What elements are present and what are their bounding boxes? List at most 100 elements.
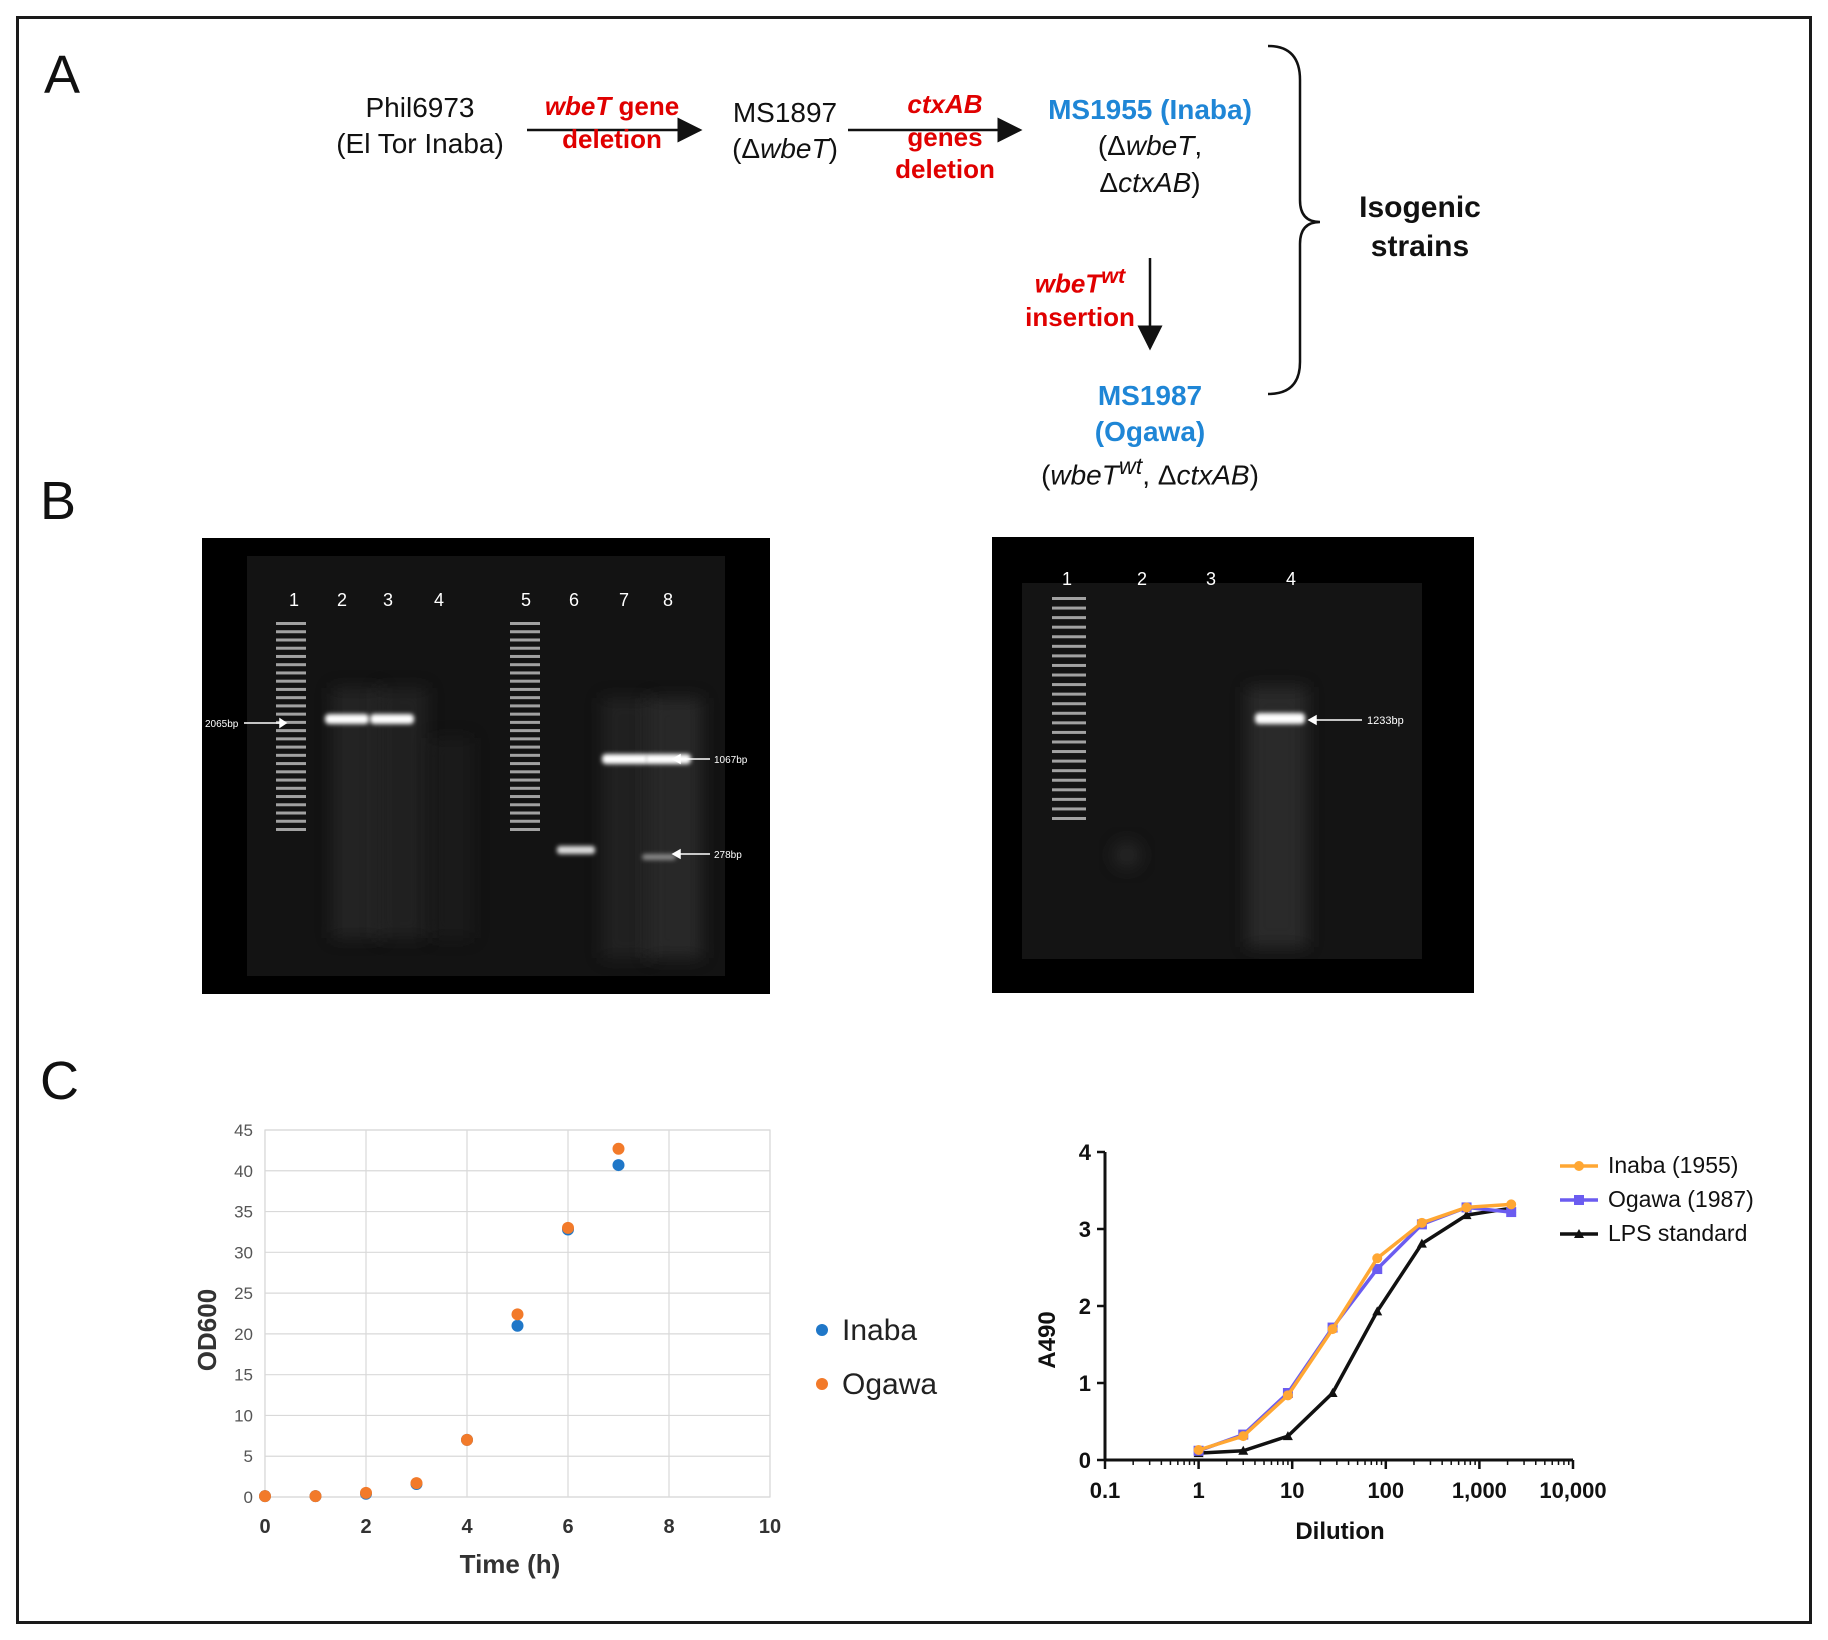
step-ctxAB-deletion: ctxAB genes deletion <box>895 89 995 184</box>
ladder-rung <box>510 762 540 766</box>
growth-x-tick-label: 10 <box>759 1516 781 1538</box>
ladder-rung <box>510 795 540 799</box>
ladder-rung <box>510 646 540 650</box>
elisa-series-line-2 <box>1198 1206 1512 1455</box>
marker-278bp: 278bp <box>714 850 742 861</box>
ladder-rung <box>1052 625 1086 629</box>
ladder-rung <box>276 811 306 815</box>
ladder-rung <box>1052 673 1086 677</box>
growth-point-inaba <box>511 1319 524 1332</box>
growth-point-inaba <box>612 1159 625 1172</box>
elisa-point-inaba <box>1506 1199 1517 1210</box>
ladder-rung <box>1052 606 1086 610</box>
gel-left-lane-1: 1 <box>289 590 299 610</box>
ladder-lane-1-right <box>1052 597 1086 820</box>
gel-right-lane-1: 1 <box>1062 569 1072 589</box>
ladder-rung <box>276 729 306 733</box>
elisa-legend: Inaba (1955) Ogawa (1987) LPS standard <box>1560 1152 1754 1246</box>
legend-label-inaba: Inaba <box>842 1314 917 1347</box>
legend-label-lps-standard: LPS standard <box>1608 1220 1747 1246</box>
ladder-rung <box>1052 711 1086 715</box>
elisa-x-tick-label: 10 <box>1280 1478 1304 1503</box>
ladder-rung <box>510 679 540 683</box>
elisa-point-lps <box>1282 1431 1293 1441</box>
elisa-point-inaba <box>1461 1202 1472 1213</box>
elisa-point-lps <box>1238 1445 1249 1455</box>
elisa-y-tick-label: 0 <box>1079 1448 1091 1473</box>
growth-point-ogawa <box>562 1221 574 1234</box>
elisa-point-lps <box>1372 1306 1383 1316</box>
ladder-lane-1 <box>276 622 306 831</box>
ladder-rung <box>1052 730 1086 734</box>
ladder-rung <box>1052 683 1086 687</box>
elisa-point-inaba <box>1193 1444 1204 1455</box>
elisa-point-inaba <box>1327 1324 1338 1335</box>
growth-y-axis-label: OD600 <box>192 1289 222 1371</box>
elisa-point-ogawa <box>1372 1264 1383 1275</box>
ladder-rung <box>276 770 306 774</box>
gel-right: 1 2 3 4 1233bp <box>992 537 1474 993</box>
elisa-y-tick-label: 1 <box>1079 1371 1091 1396</box>
growth-y-tick-label: 30 <box>234 1243 253 1262</box>
legend-marker-inaba <box>816 1324 828 1336</box>
ladder-rung <box>1052 797 1086 801</box>
growth-point-ogawa <box>410 1477 423 1490</box>
elisa-point-lps <box>1416 1238 1427 1248</box>
band-lane4-1233 <box>1255 713 1305 724</box>
growth-y-tick-label: 20 <box>234 1325 253 1344</box>
elisa-point-inaba <box>1238 1431 1249 1442</box>
ladder-rung <box>510 811 540 815</box>
band-lane6-278 <box>557 846 595 854</box>
ladder-rung <box>1052 759 1086 763</box>
panel-label-a: A <box>44 45 81 105</box>
strain-ms1987: MS1987 (Ogawa) (wbeTwt, ΔctxAB) <box>1041 380 1259 491</box>
elisa-x-axis-label: Dilution <box>1295 1518 1384 1545</box>
ladder-rung <box>276 778 306 782</box>
legend-marker-ogawa <box>816 1378 828 1390</box>
gel-left-lane-4: 4 <box>434 590 444 610</box>
growth-point-ogawa <box>309 1490 322 1503</box>
step-wbeT-insertion: wbeTwt insertion <box>1025 263 1135 333</box>
ladder-rung <box>276 737 306 741</box>
elisa-x-tick-label: 100 <box>1367 1478 1404 1503</box>
elisa-x-tick-label: 10,000 <box>1539 1478 1606 1503</box>
ladder-lane-5 <box>510 622 540 831</box>
elisa-point-inaba <box>1282 1390 1293 1401</box>
marker-2065bp: 2065bp <box>205 719 239 730</box>
gel-left: 1 2 3 4 5 6 7 8 2065bp 1067bp 278bp <box>202 538 770 994</box>
ladder-rung <box>276 663 306 667</box>
growth-point-ogawa <box>511 1308 524 1321</box>
elisa-legend-marker-inaba <box>1574 1161 1584 1171</box>
ladder-rung <box>276 819 306 823</box>
ladder-rung <box>510 737 540 741</box>
ladder-rung <box>510 687 540 691</box>
growth-y-tick-label: 45 <box>234 1121 253 1140</box>
ladder-rung <box>1052 616 1086 620</box>
growth-x-tick-label: 4 <box>461 1516 473 1538</box>
band-lane7-1067 <box>602 754 648 764</box>
ladder-rung <box>276 762 306 766</box>
step-wbeT-deletion: wbeT gene deletion <box>544 91 680 154</box>
elisa-y-tick-label: 2 <box>1079 1294 1091 1319</box>
ladder-rung <box>1052 721 1086 725</box>
growth-point-ogawa <box>612 1142 625 1155</box>
elisa-point-inaba <box>1372 1253 1383 1264</box>
ladder-rung <box>276 671 306 675</box>
ladder-rung <box>276 704 306 708</box>
ladder-rung <box>510 778 540 782</box>
strain-phil6973: Phil6973 (El Tor Inaba) <box>336 92 504 160</box>
growth-x-axis-label: Time (h) <box>460 1549 561 1579</box>
ladder-rung <box>510 630 540 634</box>
ladder-rung <box>1052 692 1086 696</box>
ladder-rung <box>510 704 540 708</box>
ladder-rung <box>276 646 306 650</box>
ladder-rung <box>510 786 540 790</box>
ladder-rung <box>510 729 540 733</box>
gel-left-lane-8: 8 <box>663 590 673 610</box>
growth-y-tick-label: 25 <box>234 1284 253 1303</box>
ladder-rung <box>1052 654 1086 658</box>
ladder-rung <box>510 803 540 807</box>
ladder-rung <box>510 745 540 749</box>
strain-ms1897: MS1897 (ΔwbeT) <box>732 97 838 165</box>
